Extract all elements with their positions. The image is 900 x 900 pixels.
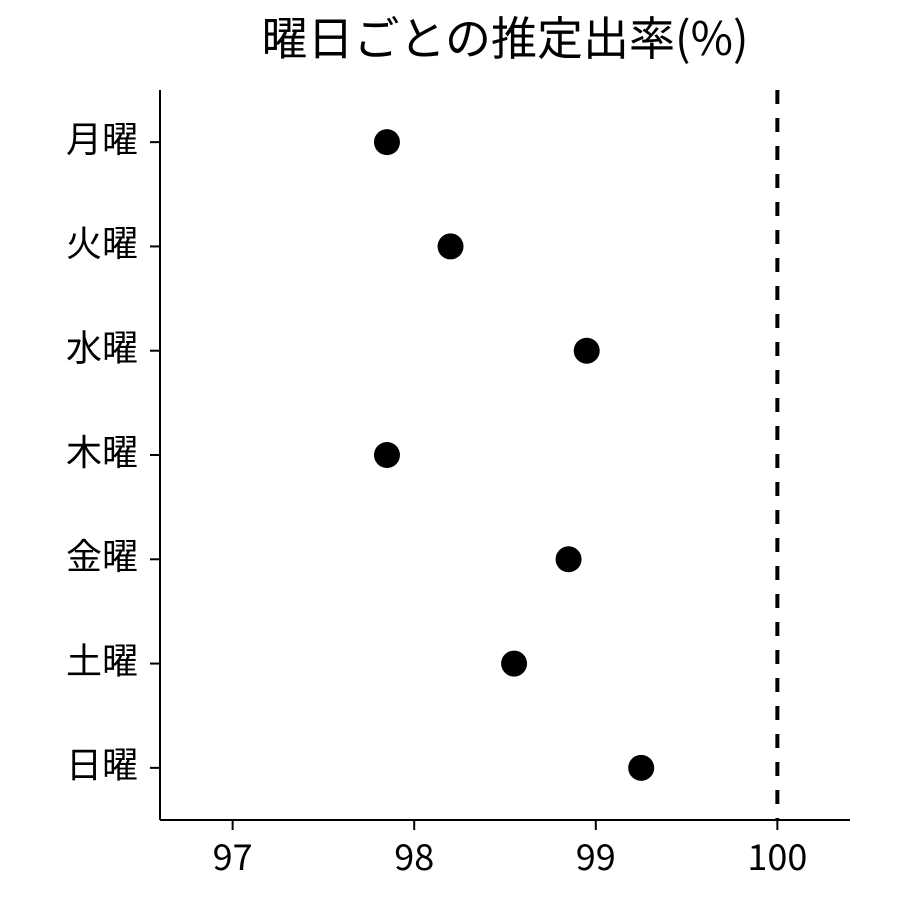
x-tick-label: 98 bbox=[394, 829, 434, 881]
dot-chart: 曜日ごとの推定出率(%) 97 98 99 100 月曜火曜水曜木曜金曜土曜日曜 bbox=[0, 0, 900, 900]
y-tick-label: 日曜 bbox=[66, 737, 138, 789]
x-tick-label: 100 bbox=[747, 829, 807, 881]
x-tick-label: 99 bbox=[576, 829, 616, 881]
data-point bbox=[438, 233, 464, 259]
x-tick-label: 97 bbox=[213, 829, 253, 881]
y-tick-label: 金曜 bbox=[66, 528, 138, 580]
data-point bbox=[556, 546, 582, 572]
y-tick-label: 木曜 bbox=[66, 424, 138, 476]
data-point bbox=[574, 338, 600, 364]
data-point bbox=[374, 442, 400, 468]
y-tick-label: 土曜 bbox=[66, 632, 138, 684]
chart-title: 曜日ごとの推定出率(%) bbox=[261, 3, 748, 69]
data-point bbox=[628, 755, 654, 781]
data-point bbox=[374, 129, 400, 155]
y-tick-label: 月曜 bbox=[66, 111, 138, 163]
data-point bbox=[501, 651, 527, 677]
y-tick-label: 水曜 bbox=[66, 319, 138, 371]
y-tick-label: 火曜 bbox=[66, 215, 138, 267]
